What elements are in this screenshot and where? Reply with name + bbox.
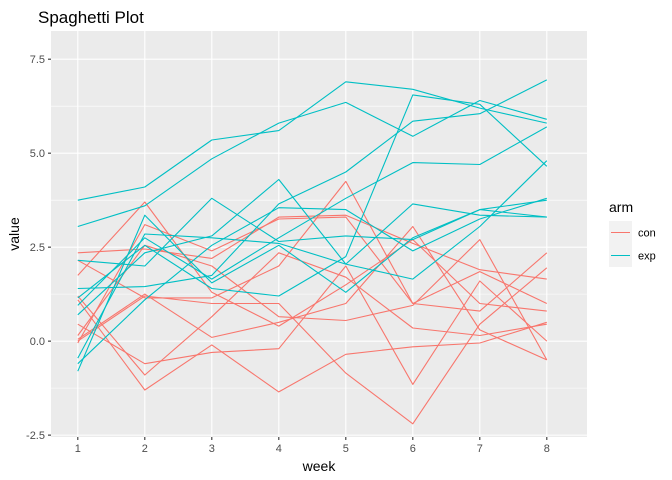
y-tick-label: 5.0 [30, 148, 45, 160]
data-lines [77, 79, 548, 425]
x-tick-label: 2 [142, 443, 148, 455]
series-line-exp-20 [77, 197, 547, 365]
chart-title: Spaghetti Plot [38, 8, 144, 27]
y-tick-label: 2.5 [30, 242, 45, 254]
series-line-con-1 [77, 214, 547, 280]
series-line-con-10 [77, 267, 548, 425]
y-tick-label: 7.5 [30, 54, 45, 66]
legend: arm con exp [609, 199, 656, 267]
x-tick-label: 3 [209, 443, 215, 455]
series-line-exp-14 [77, 79, 548, 290]
y-axis-title: value [6, 217, 22, 251]
series-line-exp-16 [77, 126, 548, 306]
x-tick-label: 1 [75, 443, 81, 455]
x-tick-label: 4 [276, 443, 282, 455]
x-tick-label: 5 [343, 443, 349, 455]
series-line-exp-18 [77, 203, 547, 359]
legend-label-exp: exp [638, 251, 656, 263]
series-line-con-6 [77, 252, 547, 376]
series-line-exp-11 [77, 81, 547, 201]
legend-label-con: con [638, 228, 656, 240]
series-line-con-2 [77, 201, 547, 327]
series-line-exp-17 [77, 160, 548, 316]
series-line-exp-15 [77, 94, 548, 299]
x-tick-label: 8 [544, 443, 550, 455]
y-tick-label: 0.0 [30, 336, 45, 348]
series-line-exp-19 [77, 209, 547, 372]
axis-ticks: -2.5 0.0 2.5 5.0 7.5 1 2 3 4 5 6 7 8 [26, 54, 550, 455]
series-line-con-3 [77, 180, 548, 305]
series-line-con-7 [77, 299, 547, 393]
series-line-con-8 [77, 265, 548, 385]
x-axis-title: week [302, 458, 337, 474]
x-tick-label: 6 [410, 443, 416, 455]
y-tick-label: -2.5 [26, 430, 45, 442]
series-line-con-9 [77, 225, 548, 361]
plot-panel [51, 31, 587, 437]
x-tick-label: 7 [477, 443, 483, 455]
series-line-con-4 [77, 239, 548, 361]
legend-title: arm [609, 199, 633, 215]
series-line-exp-12 [77, 99, 547, 228]
